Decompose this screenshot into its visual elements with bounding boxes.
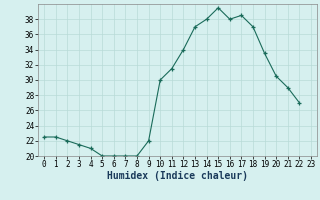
X-axis label: Humidex (Indice chaleur): Humidex (Indice chaleur) [107, 171, 248, 181]
